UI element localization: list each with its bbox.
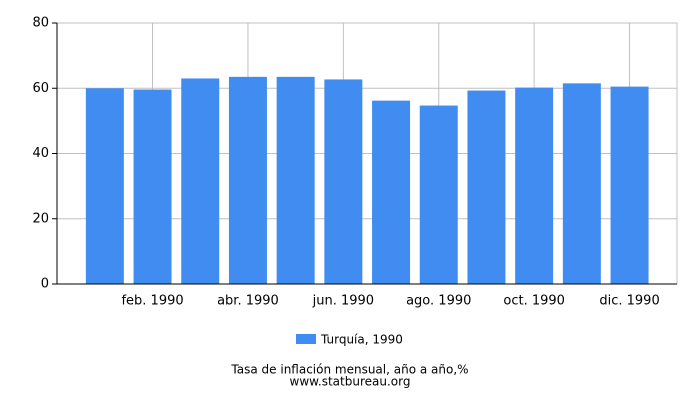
bar — [228, 76, 267, 284]
x-tick-label: jun. 1990 — [312, 294, 374, 309]
y-tick-label: 60 — [32, 81, 49, 96]
x-tick-label: abr. 1990 — [217, 294, 279, 309]
y-tick-label: 0 — [41, 277, 49, 292]
legend-swatch — [296, 334, 316, 344]
bar — [419, 105, 458, 284]
bar — [324, 79, 363, 284]
bar — [85, 88, 124, 284]
chart-title: Tasa de inflación mensual, año a año,% — [230, 363, 468, 377]
bar — [181, 78, 220, 285]
x-tick-label: ago. 1990 — [406, 294, 471, 309]
bar — [372, 100, 411, 285]
y-tick-label: 80 — [32, 16, 49, 31]
bar — [467, 90, 506, 284]
x-tick-label: dic. 1990 — [599, 294, 659, 309]
legend-label: Turquía, 1990 — [320, 333, 403, 347]
y-tick-label: 40 — [32, 146, 49, 161]
y-tick-label: 20 — [32, 211, 49, 226]
bar — [133, 89, 172, 285]
bar — [276, 76, 315, 284]
source: www.statbureau.org — [290, 375, 411, 389]
x-tick-label: oct. 1990 — [503, 294, 565, 309]
bar — [562, 83, 601, 284]
x-tick-label: feb. 1990 — [121, 294, 183, 309]
bar — [515, 87, 554, 284]
bar — [610, 86, 649, 285]
